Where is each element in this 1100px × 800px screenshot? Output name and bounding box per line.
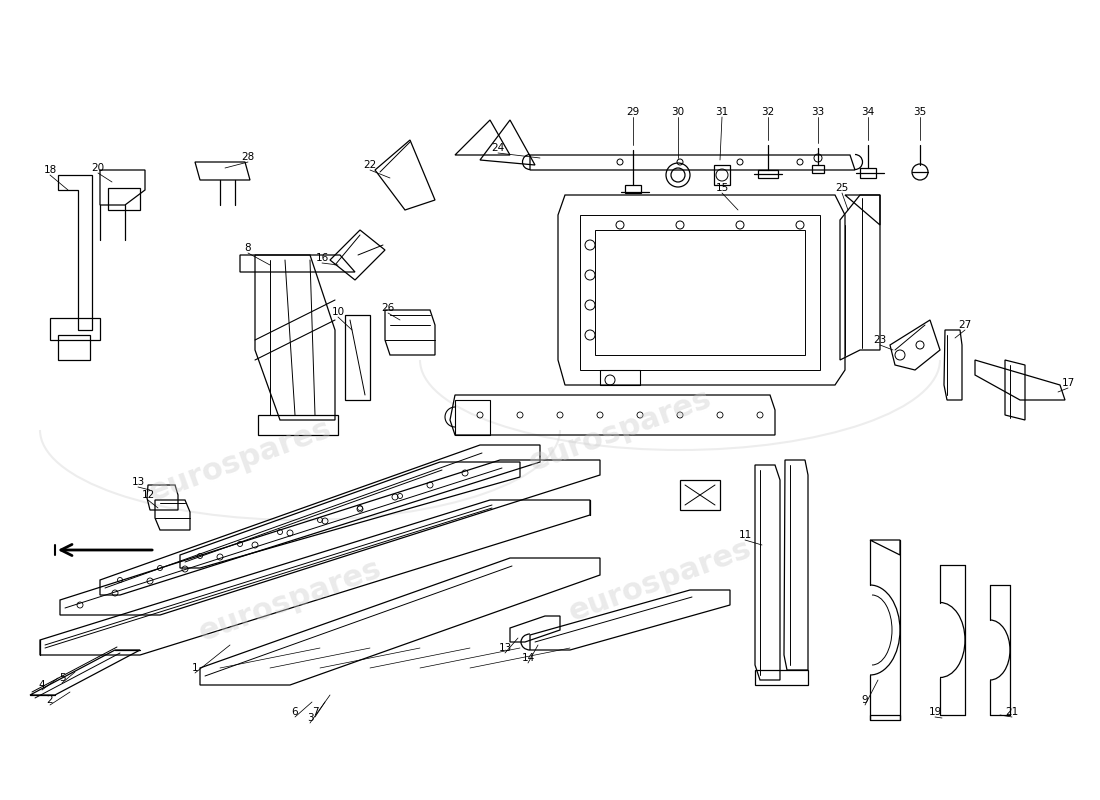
Bar <box>758 170 778 178</box>
Text: eurospares: eurospares <box>525 383 715 477</box>
Text: eurospares: eurospares <box>144 414 336 506</box>
Text: 33: 33 <box>812 107 825 117</box>
Text: 16: 16 <box>316 253 329 263</box>
Text: 17: 17 <box>1062 378 1075 388</box>
Text: 19: 19 <box>928 707 942 717</box>
Text: 12: 12 <box>142 490 155 500</box>
Text: 10: 10 <box>331 307 344 317</box>
Text: 35: 35 <box>913 107 926 117</box>
Text: 21: 21 <box>1005 707 1019 717</box>
Bar <box>625 185 641 193</box>
Text: 28: 28 <box>241 152 254 162</box>
Text: 9: 9 <box>861 695 868 705</box>
Text: 32: 32 <box>761 107 774 117</box>
Text: 5: 5 <box>58 673 65 683</box>
Text: 25: 25 <box>835 183 848 193</box>
Text: 27: 27 <box>958 320 971 330</box>
Text: 8: 8 <box>244 243 251 253</box>
Text: 6: 6 <box>292 707 298 717</box>
Text: eurospares: eurospares <box>195 554 385 646</box>
Text: eurospares: eurospares <box>564 534 756 626</box>
Bar <box>714 165 730 185</box>
Text: 11: 11 <box>738 530 751 540</box>
Text: 26: 26 <box>382 303 395 313</box>
Text: 1: 1 <box>191 663 198 673</box>
Bar <box>812 165 824 173</box>
Text: 24: 24 <box>492 143 505 153</box>
Text: 14: 14 <box>521 653 535 663</box>
Text: 30: 30 <box>671 107 684 117</box>
Text: 18: 18 <box>43 165 56 175</box>
Bar <box>860 168 876 178</box>
Text: 13: 13 <box>131 477 144 487</box>
Text: 29: 29 <box>626 107 639 117</box>
Text: 22: 22 <box>363 160 376 170</box>
Text: 2: 2 <box>46 695 53 705</box>
Text: 15: 15 <box>715 183 728 193</box>
Text: 13: 13 <box>498 643 512 653</box>
Text: 31: 31 <box>715 107 728 117</box>
Text: 20: 20 <box>91 163 104 173</box>
Text: 3: 3 <box>307 713 314 723</box>
Text: 4: 4 <box>39 680 45 690</box>
Text: 7: 7 <box>311 707 318 717</box>
Text: 34: 34 <box>861 107 875 117</box>
Text: 23: 23 <box>873 335 887 345</box>
